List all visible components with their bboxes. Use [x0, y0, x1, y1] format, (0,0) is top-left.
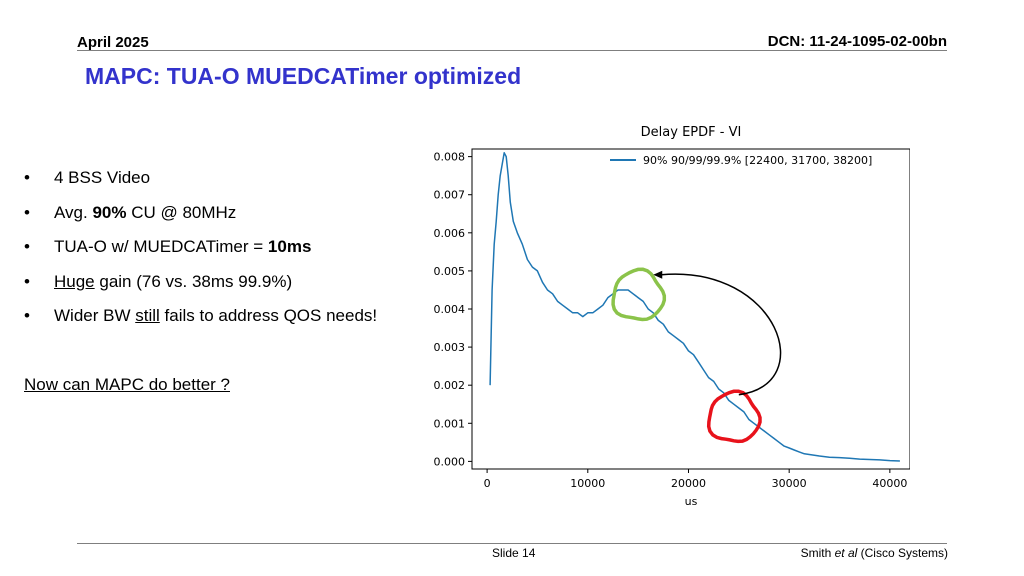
header-date: April 2025	[77, 34, 149, 51]
delay-epdf-chart: Delay EPDF - VI 0.0000.0010.0020.0030.00…	[434, 125, 910, 508]
x-tick-label: 30000	[772, 477, 807, 490]
y-tick-label: 0.000	[434, 455, 466, 468]
header-divider	[77, 50, 947, 51]
bullet-item: TUA-O w/ MUEDCATimer = 10ms	[24, 237, 377, 272]
annotation-arrow	[661, 273, 782, 396]
slide-number: Slide 14	[492, 546, 536, 560]
legend: 90% 90/99/99.9% [22400, 31700, 38200]	[610, 154, 872, 167]
plot-frame	[471, 148, 910, 470]
y-tick-label: 0.003	[434, 341, 466, 354]
red-highlight-circle	[706, 389, 762, 444]
x-axis-label: us	[685, 495, 698, 508]
series-line	[489, 152, 900, 462]
x-tick-label: 10000	[570, 477, 605, 490]
bullet-item: Avg. 90% CU @ 80MHz	[24, 203, 377, 238]
x-tick-label: 20000	[671, 477, 706, 490]
bullet-item: Huge gain (76 vs. 38ms 99.9%)	[24, 272, 377, 307]
y-axis: 0.000 0.001 0.002 0.003 0.004 0.005 0.006 0.007…	[434, 151, 472, 468]
x-tick-label: 0	[484, 477, 491, 490]
y-tick-label: 0.001	[434, 417, 466, 430]
y-tick-label: 0.005	[434, 265, 466, 278]
y-tick-label: 0.006	[434, 227, 466, 240]
y-tick-label: 0.004	[434, 303, 466, 316]
slide-title: MAPC: TUA-O MUEDCATimer optimized	[85, 63, 522, 89]
footer-author: Smith et al (Cisco Systems)	[800, 546, 948, 560]
x-axis: 0 10000 20000 30000 40000	[484, 469, 907, 490]
y-tick-label: 0.008	[434, 151, 466, 164]
y-tick-label: 0.007	[434, 189, 466, 202]
arrow-head	[653, 270, 663, 279]
green-highlight-circle	[611, 267, 667, 322]
bullet-list: 4 BSS Video Avg. 90% CU @ 80MHz TUA-O w/…	[24, 168, 377, 341]
legend-label: 90% 90/99/99.9% [22400, 31700, 38200]	[643, 154, 872, 167]
chart-title: Delay EPDF - VI	[641, 125, 742, 140]
bullet-item: Wider BW still fails to address QOS need…	[24, 306, 377, 341]
x-tick-label: 40000	[872, 477, 907, 490]
bullet-item: 4 BSS Video	[24, 168, 377, 203]
question-text: Now can MAPC do better ?	[24, 375, 230, 394]
header-dcn: DCN: 11-24-1095-02-00bn	[767, 33, 947, 50]
y-tick-label: 0.002	[434, 379, 466, 392]
footer-divider	[77, 543, 947, 544]
